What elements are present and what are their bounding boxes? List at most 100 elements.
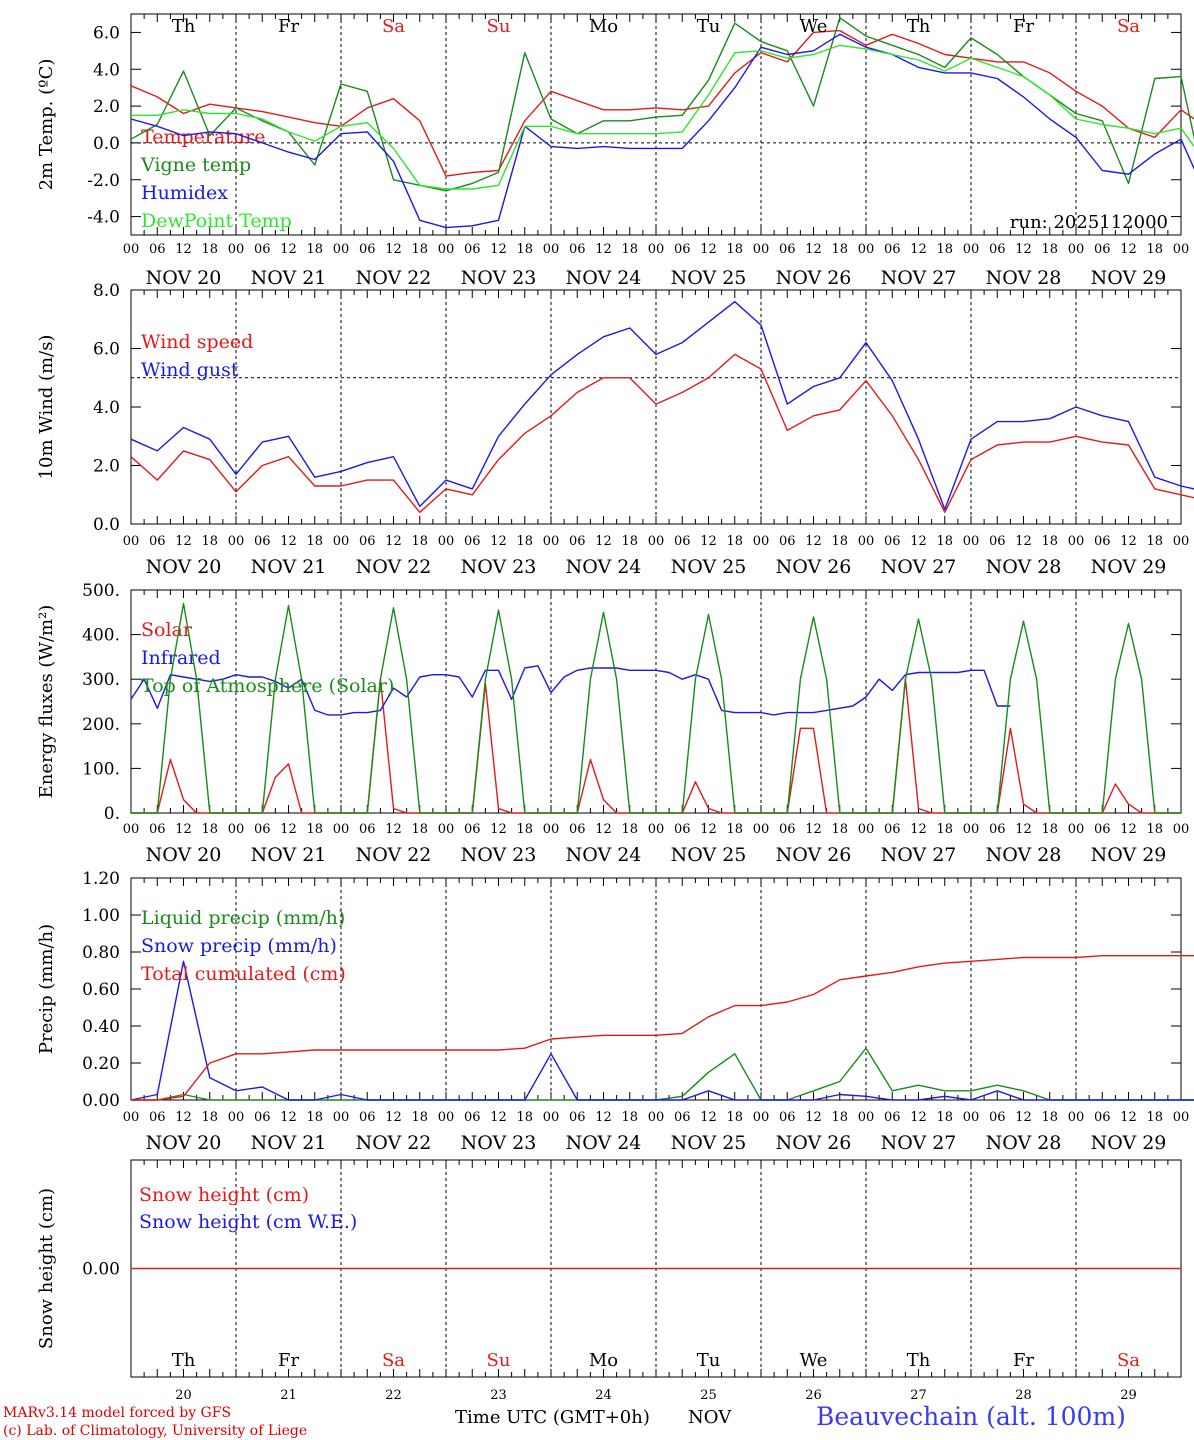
hour-tick-label: 18 xyxy=(1146,534,1163,549)
hour-tick-label: 00 xyxy=(333,242,350,257)
y-tick-label: 2.0 xyxy=(93,97,120,117)
y-tick-label: 400. xyxy=(82,626,120,646)
hour-tick-label: 18 xyxy=(936,822,953,837)
hour-tick-label: 00 xyxy=(228,1110,245,1125)
date-label: NOV 28 xyxy=(986,1132,1062,1154)
hour-tick-label: 12 xyxy=(175,242,192,257)
hour-tick-label: 06 xyxy=(464,242,481,257)
weekday-label: Su xyxy=(487,16,511,37)
hour-tick-label: 06 xyxy=(254,1110,271,1125)
date-label: NOV 27 xyxy=(881,267,957,289)
legend-entry: Snow height (cm W.E.) xyxy=(139,1211,357,1233)
hour-tick-label: 06 xyxy=(254,822,271,837)
hour-tick-label: 18 xyxy=(1146,1110,1163,1125)
date-label: NOV 21 xyxy=(251,267,327,289)
hour-tick-label: 12 xyxy=(700,242,717,257)
y-tick-label: 0.80 xyxy=(82,943,120,963)
hour-tick-label: 12 xyxy=(595,534,612,549)
panel-wind: 0.0 2.0 4.0 6.0 8.0 10m Wind (m/s) Wind speed W… xyxy=(36,281,1194,578)
hour-tick-label: 18 xyxy=(726,1110,743,1125)
series-line xyxy=(130,33,1194,229)
date-label: NOV 25 xyxy=(671,1132,747,1154)
hour-tick-label: 12 xyxy=(1015,534,1032,549)
date-label: NOV 23 xyxy=(461,844,537,866)
hour-tick-label: 18 xyxy=(621,534,638,549)
hour-tick-label: 06 xyxy=(149,1110,166,1125)
hour-tick-label: 06 xyxy=(989,822,1006,837)
date-label: NOV 22 xyxy=(356,844,432,866)
hour-tick-label: 12 xyxy=(700,822,717,837)
date-label: NOV 24 xyxy=(566,844,642,866)
y-tick-label: 0.0 xyxy=(93,134,120,154)
hour-tick-label: 12 xyxy=(805,822,822,837)
hour-tick-label: 00 xyxy=(543,1110,560,1125)
hour-tick-label: 00 xyxy=(753,1110,770,1125)
hour-tick-label: 12 xyxy=(1120,822,1137,837)
hour-tick-label: 12 xyxy=(280,1110,297,1125)
y-tick-label: 0.0 xyxy=(93,515,120,535)
hour-tick-label: 18 xyxy=(516,822,533,837)
hour-tick-label: 00 xyxy=(963,1110,980,1125)
hour-tick-label: 06 xyxy=(989,534,1006,549)
date-label: NOV 26 xyxy=(776,267,852,289)
hour-tick-label: 12 xyxy=(910,242,927,257)
station-name: Beauvechain (alt. 100m) xyxy=(816,1402,1126,1431)
date-label: NOV 27 xyxy=(881,844,957,866)
hour-tick-label: 18 xyxy=(1041,822,1058,837)
weekday-label: Th xyxy=(907,16,931,37)
hour-tick-label: 06 xyxy=(674,534,691,549)
hour-tick-label: 00 xyxy=(123,1110,140,1125)
bottom-date-axis: 20 21 22 23 24 25 26 27 28 29 xyxy=(175,1388,1137,1403)
month-label: NOV xyxy=(688,1407,732,1428)
y-tick-label: 0.40 xyxy=(82,1017,120,1037)
day-number-label: 20 xyxy=(175,1388,192,1403)
hour-tick-label: 00 xyxy=(648,822,665,837)
hour-tick-label: 12 xyxy=(385,822,402,837)
y-tick-label: 1.00 xyxy=(82,906,120,926)
weekday-label: Th xyxy=(907,1350,931,1371)
series-line xyxy=(130,301,1194,511)
hour-tick-label: 00 xyxy=(438,1110,455,1125)
y-axis-label: Snow height (cm) xyxy=(36,1188,57,1349)
date-label: NOV 23 xyxy=(461,556,537,578)
hour-tick-label: 06 xyxy=(779,534,796,549)
day-number-label: 27 xyxy=(910,1388,927,1403)
hour-tick-label: 18 xyxy=(936,242,953,257)
xaxis-title: Time UTC (GMT+0h) xyxy=(455,1407,650,1428)
hour-tick-label: 12 xyxy=(1015,242,1032,257)
hour-tick-label: 12 xyxy=(175,1110,192,1125)
hour-tick-label: 12 xyxy=(490,242,507,257)
day-number-label: 29 xyxy=(1120,1388,1137,1403)
hour-tick-label: 00 xyxy=(543,822,560,837)
y-axis-label: 2m Temp. (ºC) xyxy=(36,59,57,191)
hour-tick-label: 06 xyxy=(674,242,691,257)
hour-tick-label: 00 xyxy=(858,822,875,837)
hour-tick-label: 00 xyxy=(1068,1110,1085,1125)
hour-tick-label: 12 xyxy=(595,822,612,837)
day-number-label: 26 xyxy=(805,1388,822,1403)
hour-tick-label: 06 xyxy=(884,242,901,257)
hour-tick-label: 00 xyxy=(438,242,455,257)
hour-tick-label: 18 xyxy=(516,242,533,257)
y-tick-label: 0.60 xyxy=(82,980,120,1000)
hour-tick-label: 00 xyxy=(858,534,875,549)
legend-entry: Vigne temp xyxy=(140,154,251,176)
panel-precipitation: 0.00 0.20 0.40 0.60 0.80 1.00 1.20 Precip (mm/h… xyxy=(36,869,1194,1154)
date-label: NOV 29 xyxy=(1091,267,1167,289)
hour-tick-label: 06 xyxy=(149,534,166,549)
hour-tick-label: 06 xyxy=(884,1110,901,1125)
y-tick-label: 8.0 xyxy=(93,281,120,301)
hour-tick-label: 18 xyxy=(411,1110,428,1125)
hour-tick-label: 06 xyxy=(359,1110,376,1125)
date-label: NOV 26 xyxy=(776,1132,852,1154)
hour-tick-label: 06 xyxy=(254,242,271,257)
y-tick-label: 2.0 xyxy=(93,457,120,477)
hour-tick-label: 12 xyxy=(175,534,192,549)
hour-tick-label: 18 xyxy=(516,534,533,549)
hour-tick-label: 12 xyxy=(1120,534,1137,549)
date-label: NOV 28 xyxy=(986,556,1062,578)
y-tick-label: 100. xyxy=(82,759,120,779)
day-number-label: 28 xyxy=(1015,1388,1032,1403)
hour-tick-label: 00 xyxy=(438,534,455,549)
date-label: NOV 28 xyxy=(986,844,1062,866)
